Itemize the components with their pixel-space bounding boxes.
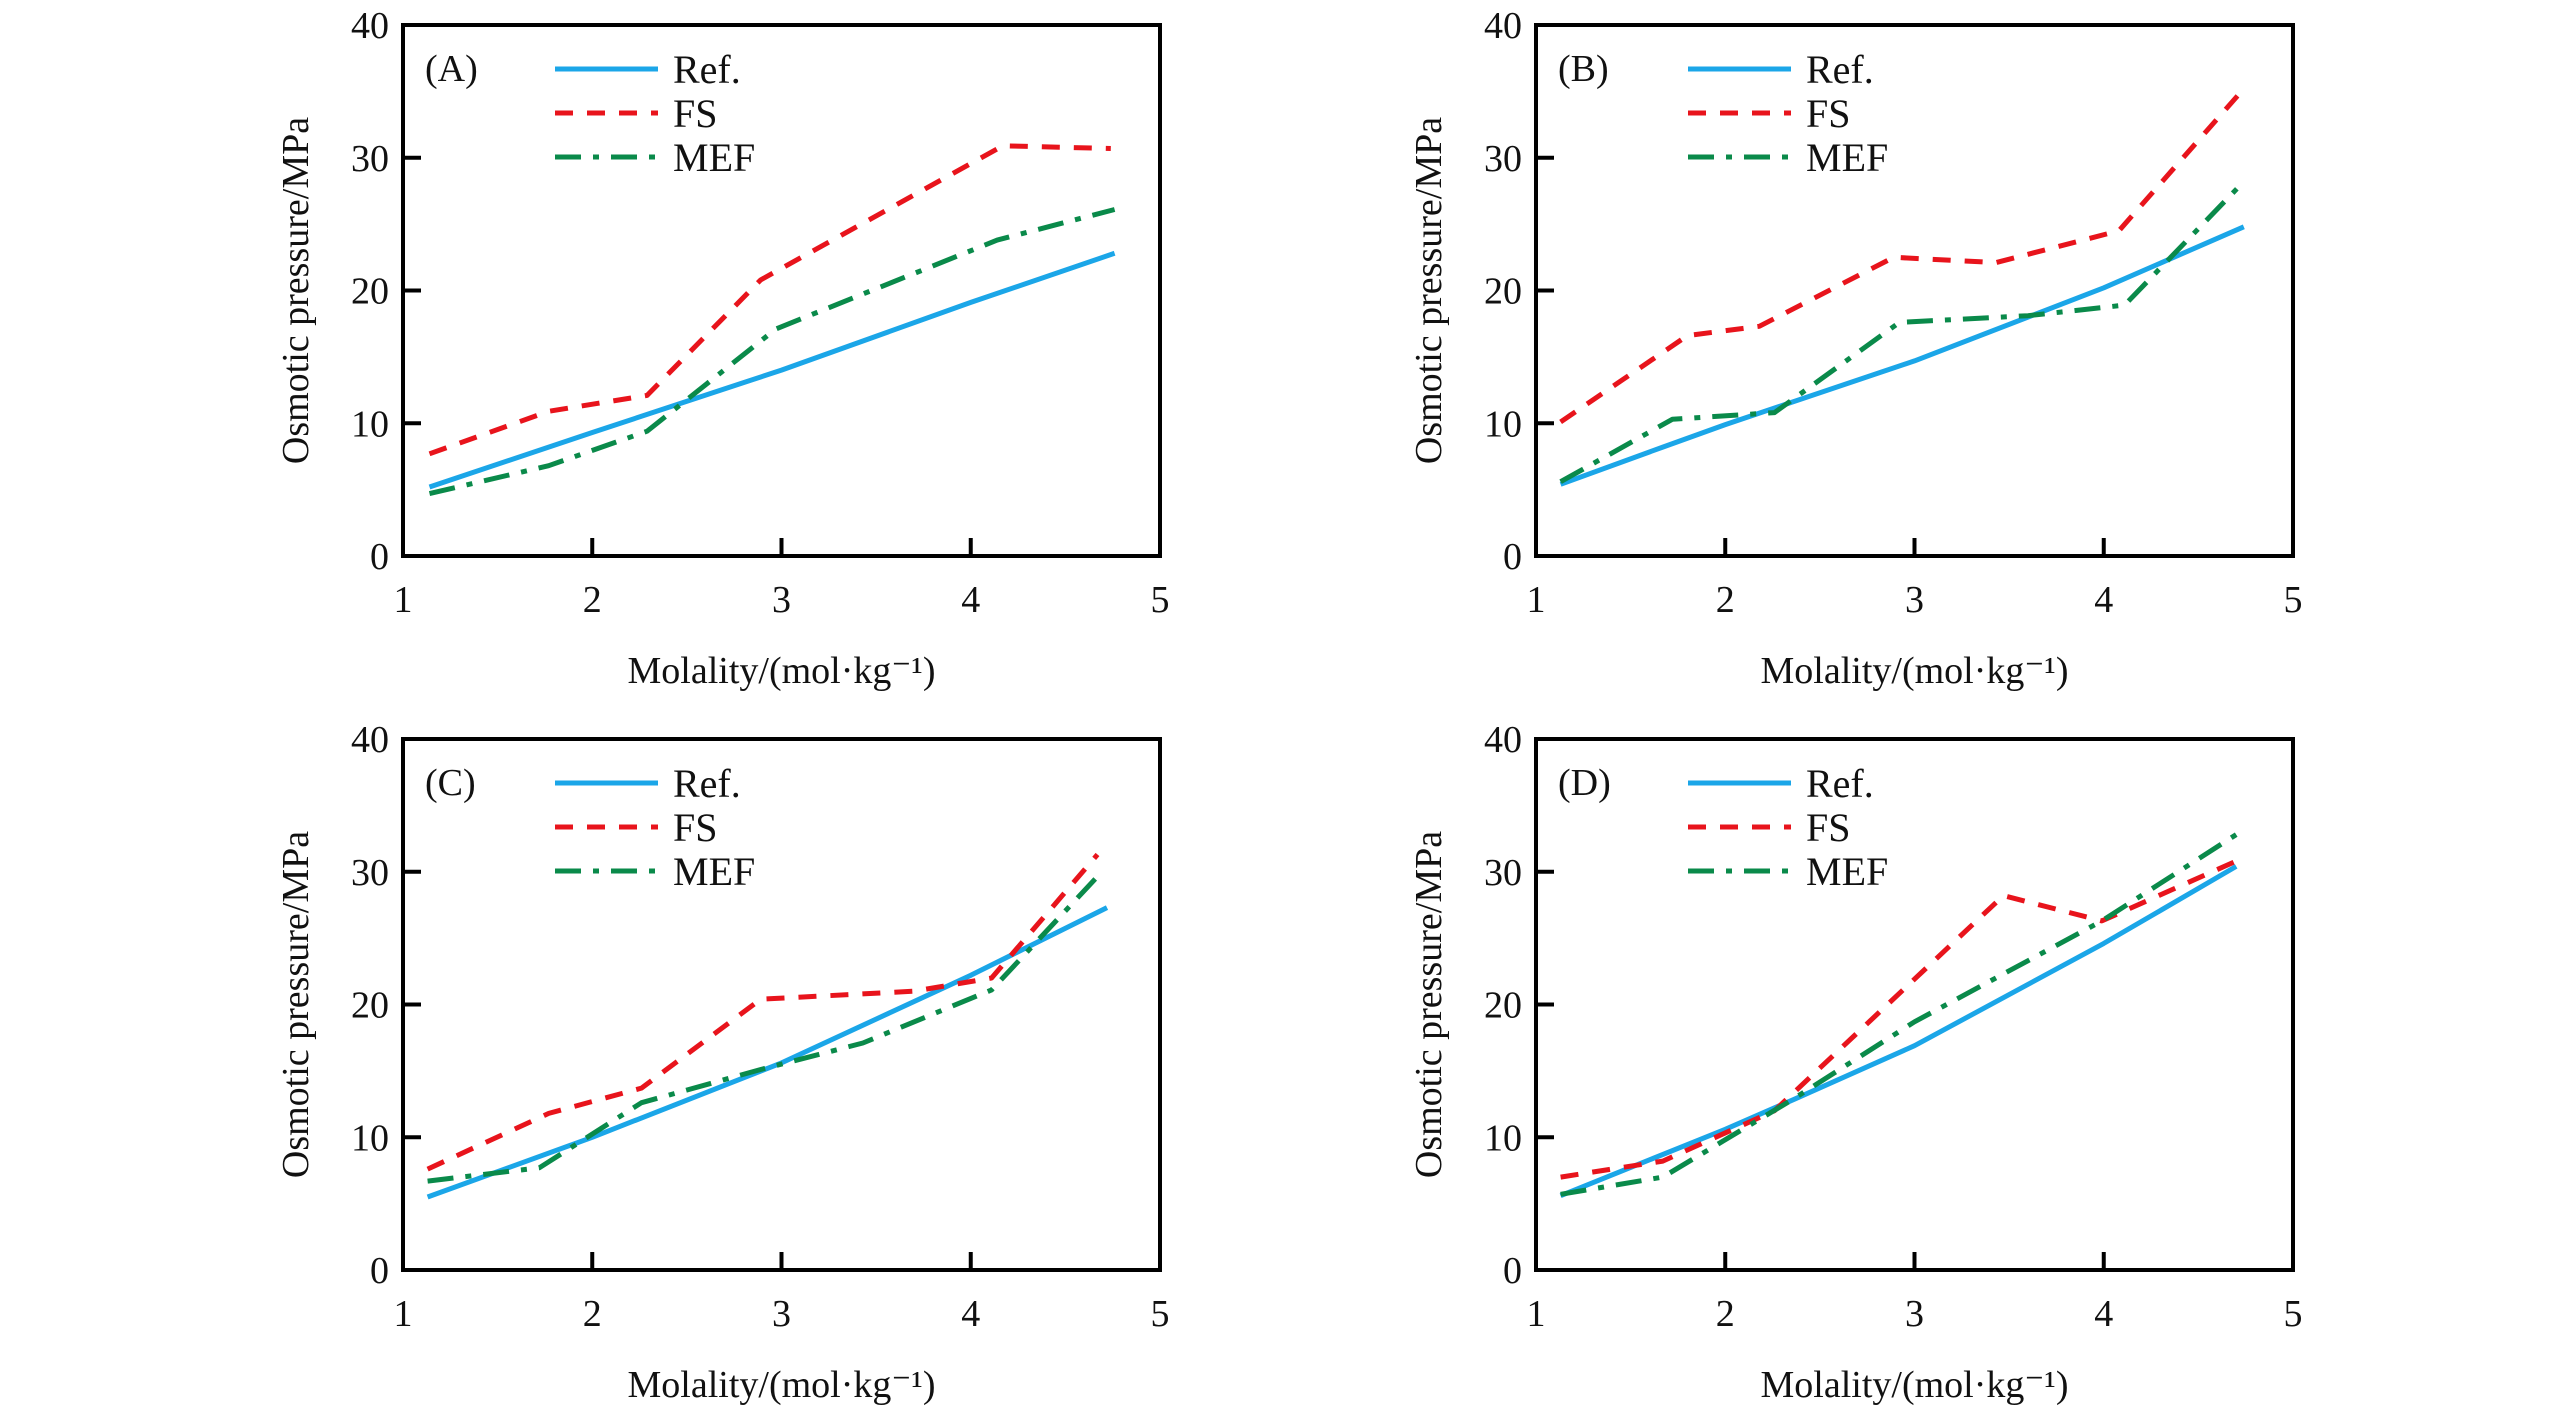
legend-label: MEF (1806, 135, 1888, 180)
legend-label: FS (673, 91, 718, 136)
series-line-ref (1559, 864, 2238, 1199)
legend-label: MEF (1806, 849, 1888, 894)
x-tick-label: 4 (961, 579, 980, 621)
x-axis-title: Molality/(mol·kg⁻¹) (628, 1364, 936, 1406)
x-tick-label: 3 (1905, 579, 1924, 621)
panel-label: (A) (425, 48, 478, 90)
series-line-fs (1560, 858, 2238, 1180)
panel-c: 0 10 20 30 40 1 2 3 4 5 Molality/(mol·kg⁻¹) Osmotic… (275, 719, 1170, 1406)
panel-a: 0 10 20 30 40 1 2 3 4 5 Molality/(mol·kg⁻¹) Osmotic… (275, 5, 1170, 692)
legend-label: Ref. (673, 761, 741, 806)
x-axis-title: Molality/(mol·kg⁻¹) (628, 650, 936, 692)
x-tick-label: 5 (1151, 1293, 1170, 1335)
panel-b: 0 10 20 30 40 1 2 3 4 5 Molality/(mol·kg⁻¹) Osmotic… (1408, 5, 2303, 692)
x-tick-label: 2 (1716, 1293, 1735, 1335)
x-tick-label: 3 (772, 579, 791, 621)
series-line-fs (426, 852, 1100, 1172)
x-axis-title: Molality/(mol·kg⁻¹) (1761, 650, 2069, 692)
y-tick-label: 20 (351, 985, 389, 1027)
x-tick-label: 3 (1905, 1293, 1924, 1335)
x-tick-label: 5 (1151, 579, 1170, 621)
y-tick-label: 0 (370, 1250, 389, 1292)
x-tick-label: 4 (2094, 1293, 2113, 1335)
x-tick-label: 5 (2284, 579, 2303, 621)
y-tick-label: 10 (351, 403, 389, 445)
y-tick-label: 30 (351, 138, 389, 180)
x-tick-label: 1 (1527, 579, 1546, 621)
y-axis-title: Osmotic pressure/MPa (1408, 117, 1450, 464)
y-tick-label: 0 (1503, 1250, 1522, 1292)
series-line-ref (428, 250, 1116, 490)
y-tick-label: 0 (1503, 536, 1522, 578)
y-tick-label: 20 (1484, 271, 1522, 313)
x-tick-label: 1 (1527, 1293, 1546, 1335)
y-tick-label: 10 (1484, 1117, 1522, 1159)
y-tick-label: 20 (351, 271, 389, 313)
y-tick-label: 40 (351, 5, 389, 47)
y-tick-label: 10 (1484, 403, 1522, 445)
y-tick-label: 30 (351, 852, 389, 894)
plot-frame (1534, 737, 2295, 1272)
series-line-mef (1560, 832, 2238, 1197)
x-tick-label: 2 (583, 579, 602, 621)
legend-label: FS (1806, 91, 1851, 136)
series-line-ref (426, 905, 1109, 1200)
series-line-mef (1559, 179, 2246, 484)
x-axis-title: Molality/(mol·kg⁻¹) (1761, 1364, 2069, 1406)
legend-label: MEF (673, 135, 755, 180)
series-line-mef (427, 868, 1106, 1184)
plot-frame (401, 23, 1162, 558)
x-tick-label: 5 (2284, 1293, 2303, 1335)
legend-label: Ref. (673, 47, 741, 92)
series-line-fs (1559, 87, 2246, 424)
y-tick-label: 20 (1484, 985, 1522, 1027)
panel-label: (B) (1558, 48, 1609, 90)
y-tick-label: 40 (1484, 5, 1522, 47)
legend-label: Ref. (1806, 761, 1874, 806)
y-tick-label: 0 (370, 536, 389, 578)
y-axis-title: Osmotic pressure/MPa (275, 831, 317, 1178)
series-line-fs (428, 143, 1111, 457)
plot-frame (1534, 23, 2295, 558)
x-tick-label: 3 (772, 1293, 791, 1335)
x-tick-label: 4 (961, 1293, 980, 1335)
y-tick-label: 10 (351, 1117, 389, 1159)
legend-label: FS (1806, 805, 1851, 850)
y-axis-title: Osmotic pressure/MPa (1408, 831, 1450, 1178)
y-tick-label: 40 (351, 719, 389, 761)
y-tick-label: 30 (1484, 138, 1522, 180)
series-line-ref (1559, 224, 2245, 487)
x-tick-label: 2 (583, 1293, 602, 1335)
x-tick-label: 1 (394, 579, 413, 621)
panel-label: (D) (1558, 762, 1611, 804)
y-tick-label: 30 (1484, 852, 1522, 894)
x-tick-label: 2 (1716, 579, 1735, 621)
legend-label: MEF (673, 849, 755, 894)
x-tick-label: 1 (394, 1293, 413, 1335)
plot-frame (401, 737, 1162, 1272)
y-tick-label: 40 (1484, 719, 1522, 761)
legend-label: FS (673, 805, 718, 850)
panel-label: (C) (425, 762, 476, 804)
legend-label: Ref. (1806, 47, 1874, 92)
x-tick-label: 4 (2094, 579, 2113, 621)
panel-d: 0 10 20 30 40 1 2 3 4 5 Molality/(mol·kg⁻¹) Osmotic… (1408, 719, 2303, 1406)
y-axis-title: Osmotic pressure/MPa (275, 117, 317, 464)
